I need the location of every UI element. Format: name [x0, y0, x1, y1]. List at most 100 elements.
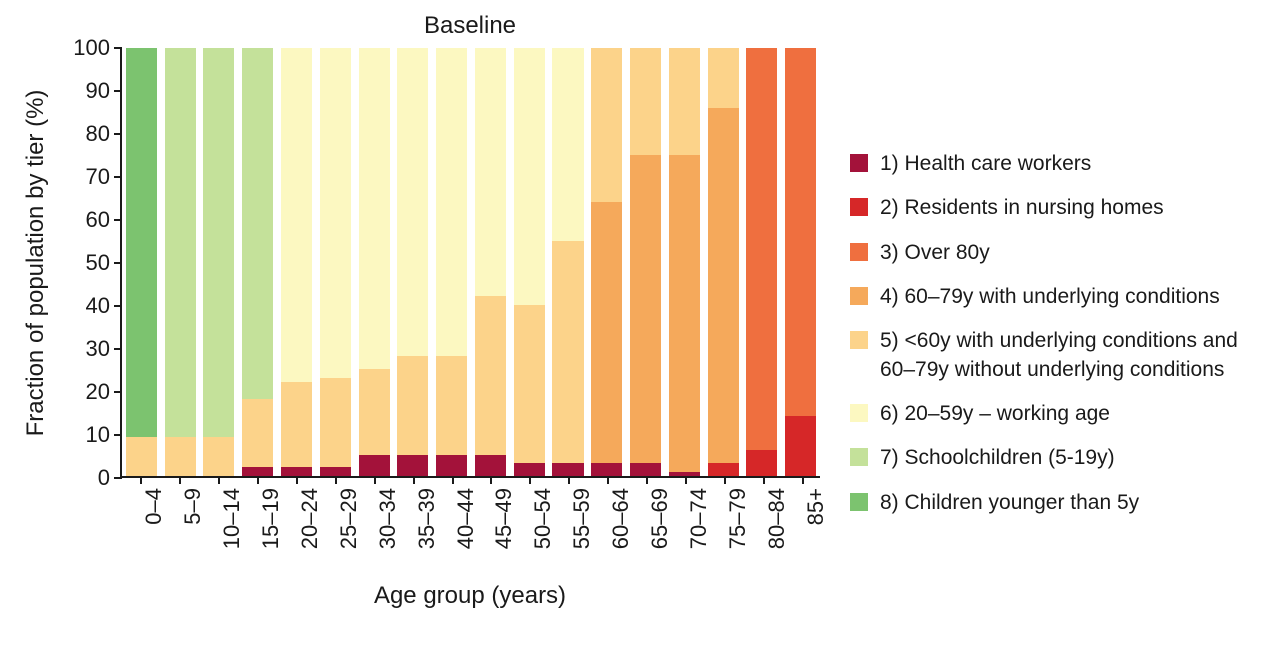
bar-slot — [122, 48, 161, 476]
y-tick-label: 80 — [86, 121, 110, 147]
bar-slot — [626, 48, 665, 476]
y-tick — [114, 305, 122, 307]
legend-item: 5) <60y with underlying conditions and 6… — [850, 327, 1260, 384]
y-tick-label: 0 — [98, 465, 110, 491]
x-tick — [529, 476, 531, 484]
bar-segment — [281, 382, 312, 468]
x-tick — [452, 476, 454, 484]
x-tick-label: 0–4 — [141, 488, 167, 525]
legend-label: 4) 60–79y with underlying conditions — [880, 283, 1220, 311]
bar-segment — [320, 467, 351, 476]
legend-swatch — [850, 243, 868, 261]
legend-label: 7) Schoolchildren (5-19y) — [880, 444, 1115, 472]
plot-area: 0–45–910–1415–1920–2425–2930–3435–3940–4… — [120, 48, 820, 478]
x-tick — [490, 476, 492, 484]
x-tick-label: 75–79 — [725, 488, 751, 549]
legend-swatch — [850, 493, 868, 511]
legend-label: 2) Residents in nursing homes — [880, 194, 1164, 222]
bar-slot — [665, 48, 704, 476]
x-tick — [646, 476, 648, 484]
x-tick-label: 10–14 — [219, 488, 245, 549]
legend-item: 7) Schoolchildren (5-19y) — [850, 444, 1260, 472]
y-tick-label: 70 — [86, 164, 110, 190]
y-axis-label: Fraction of population by tier (%) — [22, 90, 50, 437]
legend-item: 8) Children younger than 5y — [850, 489, 1260, 517]
x-tick — [257, 476, 259, 484]
bar-segment — [591, 202, 622, 463]
x-tick — [179, 476, 181, 484]
bar-segment — [397, 356, 428, 454]
bar-slot — [316, 48, 355, 476]
legend-label: 1) Health care workers — [880, 150, 1091, 178]
y-tick — [114, 133, 122, 135]
bar-segment — [669, 48, 700, 155]
bar-segment — [359, 369, 390, 455]
legend-label: 3) Over 80y — [880, 239, 990, 267]
bar-segment — [591, 48, 622, 202]
y-tick — [114, 262, 122, 264]
x-tick — [374, 476, 376, 484]
bar-segment — [397, 455, 428, 476]
bar-segment — [708, 463, 739, 476]
x-tick-label: 55–59 — [569, 488, 595, 549]
bar-segment — [436, 455, 467, 476]
legend-item: 2) Residents in nursing homes — [850, 194, 1260, 222]
x-tick-label: 40–44 — [453, 488, 479, 549]
legend-label: 8) Children younger than 5y — [880, 489, 1139, 517]
bar-segment — [475, 455, 506, 476]
figure: Baseline Fraction of population by tier … — [0, 0, 1280, 648]
x-tick-label: 80–84 — [764, 488, 790, 549]
y-tick-label: 60 — [86, 207, 110, 233]
bar-segment — [126, 437, 157, 476]
x-tick — [685, 476, 687, 484]
bar-segment — [165, 437, 196, 476]
x-tick — [802, 476, 804, 484]
bar-segment — [630, 463, 661, 476]
bar-segment — [320, 48, 351, 378]
bar-segment — [514, 463, 545, 476]
bar-segment — [746, 48, 777, 450]
bar-segment — [242, 399, 273, 467]
x-tick — [413, 476, 415, 484]
y-tick-label: 40 — [86, 293, 110, 319]
x-tick — [296, 476, 298, 484]
legend-swatch — [850, 404, 868, 422]
bar-segment — [242, 48, 273, 399]
bar-segment — [552, 241, 583, 464]
bar-segment — [669, 155, 700, 472]
legend-item: 1) Health care workers — [850, 150, 1260, 178]
x-tick — [335, 476, 337, 484]
y-tick-label: 20 — [86, 379, 110, 405]
bar-segment — [514, 305, 545, 463]
y-tick-label: 100 — [73, 35, 110, 61]
bar-segment — [746, 450, 777, 476]
x-tick — [724, 476, 726, 484]
y-tick — [114, 176, 122, 178]
legend-swatch — [850, 154, 868, 172]
bar-slot — [238, 48, 277, 476]
legend-swatch — [850, 287, 868, 305]
x-tick-label: 5–9 — [180, 488, 206, 525]
bar-slot — [200, 48, 239, 476]
bars-container — [122, 48, 820, 476]
x-tick-label: 85+ — [803, 488, 829, 525]
x-tick-label: 15–19 — [258, 488, 284, 549]
bar-segment — [436, 356, 467, 454]
bar-segment — [203, 48, 234, 437]
x-tick-label: 25–29 — [336, 488, 362, 549]
bar-segment — [475, 48, 506, 296]
x-tick-label: 65–69 — [647, 488, 673, 549]
y-tick-label: 10 — [86, 422, 110, 448]
y-tick — [114, 47, 122, 49]
bar-segment — [475, 296, 506, 454]
y-tick — [114, 348, 122, 350]
bar-slot — [510, 48, 549, 476]
bar-segment — [708, 108, 739, 463]
y-tick-label: 50 — [86, 250, 110, 276]
bar-segment — [785, 48, 816, 416]
bar-segment — [359, 48, 390, 369]
chart-title: Baseline — [120, 12, 820, 40]
legend: 1) Health care workers 2) Residents in nu… — [850, 150, 1260, 533]
bar-segment — [436, 48, 467, 356]
bar-slot — [781, 48, 820, 476]
